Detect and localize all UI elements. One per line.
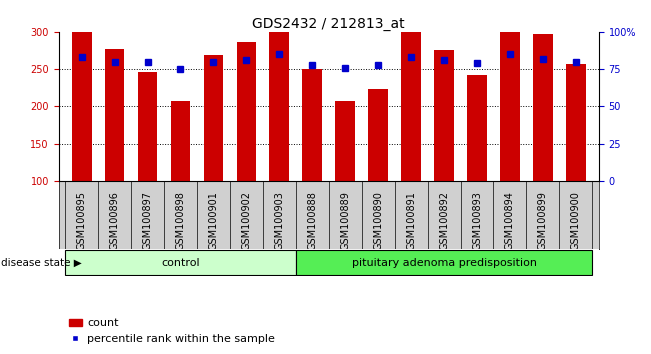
Bar <box>236 42 256 181</box>
Text: GSM100888: GSM100888 <box>307 191 317 250</box>
Text: GSM100892: GSM100892 <box>439 191 449 250</box>
Bar <box>171 101 190 181</box>
Text: pituitary adenoma predisposition: pituitary adenoma predisposition <box>352 258 536 268</box>
Text: GSM100896: GSM100896 <box>109 191 120 250</box>
Legend: count, percentile rank within the sample: count, percentile rank within the sample <box>64 314 280 348</box>
Bar <box>65 250 296 275</box>
Bar <box>368 88 388 181</box>
Bar <box>566 64 586 181</box>
Text: GSM100895: GSM100895 <box>77 191 87 250</box>
Title: GDS2432 / 212813_at: GDS2432 / 212813_at <box>253 17 405 31</box>
Text: GSM100902: GSM100902 <box>242 191 251 250</box>
Text: GSM100894: GSM100894 <box>505 191 515 250</box>
Text: GSM100890: GSM100890 <box>373 191 383 250</box>
Bar <box>533 34 553 181</box>
Text: disease state ▶: disease state ▶ <box>1 258 81 268</box>
Bar <box>303 69 322 181</box>
Bar <box>137 72 158 181</box>
Bar <box>270 0 289 181</box>
Bar <box>204 55 223 181</box>
Text: control: control <box>161 258 200 268</box>
Bar <box>467 75 487 181</box>
Bar <box>500 0 520 181</box>
Text: GSM100891: GSM100891 <box>406 191 416 250</box>
Text: GSM100893: GSM100893 <box>472 191 482 250</box>
Bar <box>296 250 592 275</box>
Text: GSM100889: GSM100889 <box>340 191 350 250</box>
Text: GSM100900: GSM100900 <box>571 191 581 250</box>
Text: GSM100901: GSM100901 <box>208 191 219 250</box>
Text: GSM100897: GSM100897 <box>143 191 152 250</box>
Bar <box>335 101 355 181</box>
Text: GSM100899: GSM100899 <box>538 191 548 250</box>
Bar <box>72 13 92 181</box>
Bar <box>434 50 454 181</box>
Bar <box>105 49 124 181</box>
Text: GSM100903: GSM100903 <box>274 191 284 250</box>
Bar <box>401 6 421 181</box>
Text: GSM100898: GSM100898 <box>176 191 186 250</box>
